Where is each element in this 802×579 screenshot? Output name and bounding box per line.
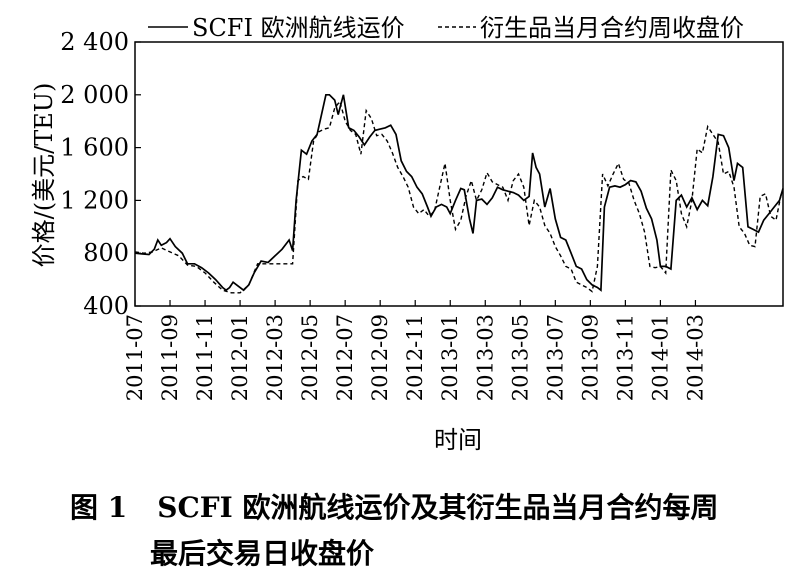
y-tick-label: 1 200 (60, 186, 129, 214)
x-tick-label: 2011-11 (193, 314, 217, 401)
y-tick-label: 800 (83, 239, 129, 267)
x-tick-label: 2013-03 (473, 314, 497, 401)
figure-caption-line1: 图 1 SCFI 欧洲航线运价及其衍生品当月合约每周 (70, 486, 802, 526)
legend-label-scfi: SCFI 欧洲航线运价 (192, 14, 405, 42)
x-tick-label: 2012-01 (228, 314, 252, 401)
series-group (134, 93, 784, 294)
x-tick-label: 2012-07 (333, 314, 357, 401)
y-tick-label: 400 (83, 292, 129, 320)
x-tick-label: 2012-03 (263, 314, 287, 401)
x-tick-label: 2013-07 (543, 314, 567, 401)
y-ticks: 2 400 2 000 1 600 1 200 800 400 (60, 28, 141, 320)
x-ticks: 2011-07 2011-09 2011-11 2012-01 2012-03 2012-… (123, 300, 707, 401)
x-tick-label: 2011-09 (158, 314, 182, 401)
x-tick-label: 2013-05 (508, 314, 532, 401)
figure-label: 图 1 (70, 491, 128, 524)
x-tick-label: 2011-07 (123, 314, 147, 401)
series-line-derivative (134, 99, 782, 294)
x-tick-label: 2012-05 (298, 314, 322, 401)
x-tick-label: 2013-09 (578, 314, 602, 401)
series-line-scfi (134, 93, 784, 292)
x-tick-label: 2013-01 (438, 314, 462, 401)
plot-frame (134, 41, 784, 307)
x-tick-label: 2012-09 (368, 314, 392, 401)
figure-caption-line2: 最后交易日收盘价 (150, 537, 375, 570)
caption-text-1: SCFI 欧洲航线运价及其衍生品当月合约每周 (157, 491, 719, 524)
y-tick-label: 2 000 (60, 81, 129, 109)
x-tick-label: 2013-11 (613, 314, 637, 401)
legend: SCFI 欧洲航线运价 衍生品当月合约周收盘价 (148, 14, 744, 42)
line-chart: SCFI 欧洲航线运价 衍生品当月合约周收盘价 价格/(美元/TEU) 时间 2… (30, 14, 784, 454)
y-axis-label: 价格/(美元/TEU) (30, 83, 58, 268)
y-tick-label: 1 600 (60, 134, 129, 162)
x-tick-label: 2012-11 (403, 314, 427, 401)
x-tick-label: 2014-01 (648, 314, 672, 401)
x-tick-label: 2014-03 (683, 314, 707, 401)
y-tick-label: 2 400 (60, 28, 129, 56)
legend-label-derivative: 衍生品当月合约周收盘价 (480, 14, 744, 42)
x-axis-label: 时间 (434, 426, 482, 454)
